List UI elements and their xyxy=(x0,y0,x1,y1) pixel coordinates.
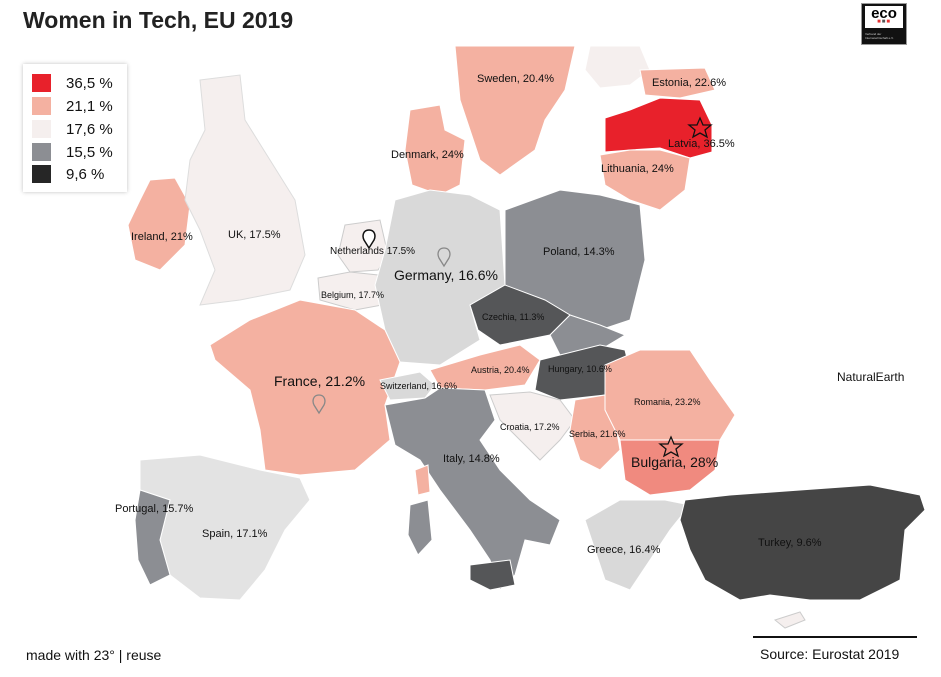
label-lithuania: Lithuania, 24% xyxy=(601,163,674,175)
country-turkey[interactable] xyxy=(679,484,926,601)
legend-swatch xyxy=(32,74,51,92)
legend-label: 36,5 % xyxy=(66,74,113,92)
country-lithuania[interactable] xyxy=(599,149,691,211)
made-with-link[interactable]: made with 23° | reuse xyxy=(26,647,162,663)
label-ireland: Ireland, 21% xyxy=(131,231,193,243)
label-hungary: Hungary, 10.6% xyxy=(548,364,612,374)
label-switzerland: Switzerland, 16.6% xyxy=(380,381,457,391)
country-bulgaria[interactable] xyxy=(619,439,721,496)
footer-divider xyxy=(753,636,917,638)
country-sweden[interactable] xyxy=(454,45,576,176)
legend-item: 36,5 % xyxy=(32,73,113,93)
legend-label: 21,1 % xyxy=(66,97,113,115)
country-netherlands[interactable] xyxy=(337,219,389,273)
country-denmark[interactable] xyxy=(404,104,466,196)
legend-swatch xyxy=(32,97,51,115)
source-credit: Source: Eurostat 2019 xyxy=(760,646,900,662)
label-estonia: Estonia, 22.6% xyxy=(652,77,726,89)
pin-icon-france[interactable] xyxy=(312,394,326,415)
label-portugal: Portugal, 15.7% xyxy=(115,503,193,515)
logo-brand: eco xyxy=(865,6,903,28)
label-denmark: Denmark, 24% xyxy=(391,149,464,161)
country-ireland[interactable] xyxy=(127,177,191,271)
country-uk[interactable] xyxy=(184,74,306,306)
legend-label: 15,5 % xyxy=(66,143,113,161)
label-latvia: Latvia, 36.5% xyxy=(668,138,735,150)
island-sicily xyxy=(469,559,516,591)
label-uk: UK, 17.5% xyxy=(228,229,281,241)
pin-icon-germany[interactable] xyxy=(437,247,451,268)
legend-label: 9,6 % xyxy=(66,165,105,183)
island-corsica xyxy=(414,464,431,496)
country-switzerland[interactable] xyxy=(379,371,436,401)
basemap-credit: NaturalEarth xyxy=(837,370,905,384)
label-turkey: Turkey, 9.6% xyxy=(758,537,822,549)
legend-label: 17,6 % xyxy=(66,120,113,138)
legend-item: 15,5 % xyxy=(32,142,113,162)
country-greece[interactable] xyxy=(584,499,691,591)
country-italy[interactable] xyxy=(384,387,561,591)
label-sweden: Sweden, 20.4% xyxy=(477,73,554,85)
legend-swatch xyxy=(32,165,51,183)
label-czechia: Czechia, 11.3% xyxy=(482,312,544,322)
legend-item: 17,6 % xyxy=(32,119,113,139)
label-italy: Italy, 14.8% xyxy=(443,453,500,465)
label-austria: Austria, 20.4% xyxy=(471,365,530,375)
country-germany[interactable] xyxy=(374,189,506,366)
label-bulgaria: Bulgaria, 28% xyxy=(631,454,718,470)
label-serbia: Serbia, 21.6% xyxy=(569,429,626,439)
legend-item: 21,1 % xyxy=(32,96,113,116)
country-latvia[interactable] xyxy=(604,97,713,159)
pin-icon-netherlands[interactable] xyxy=(362,229,376,250)
legend-swatch xyxy=(32,120,51,138)
country-romania[interactable] xyxy=(604,349,736,441)
logo-subtitle: Verband der Internetwirtschaft e.V. xyxy=(865,32,894,40)
label-croatia: Croatia, 17.2% xyxy=(500,422,560,432)
country-portugal[interactable] xyxy=(134,489,171,586)
label-germany: Germany, 16.6% xyxy=(394,267,498,283)
eco-logo[interactable]: eco ■■■ Verband der Internetwirtschaft e… xyxy=(861,3,907,45)
label-france: France, 21.2% xyxy=(274,373,365,389)
country-croatia[interactable] xyxy=(489,391,576,461)
label-spain: Spain, 17.1% xyxy=(202,528,268,540)
star-icon-bulgaria[interactable] xyxy=(658,435,684,458)
country-finland xyxy=(584,45,651,89)
label-greece: Greece, 16.4% xyxy=(587,544,661,556)
legend: 36,5 % 21,1 % 17,6 % 15,5 % 9,6 % xyxy=(23,64,127,192)
label-poland: Poland, 14.3% xyxy=(543,246,615,258)
island-sardinia xyxy=(407,499,433,556)
label-netherlands: Netherlands 17.5% xyxy=(330,246,415,257)
star-icon-latvia[interactable] xyxy=(687,116,713,139)
logo-dots: ■■■ xyxy=(877,19,891,25)
legend-item: 9,6 % xyxy=(32,164,104,184)
label-belgium: Belgium, 17.7% xyxy=(321,290,384,300)
map-title: Women in Tech, EU 2019 xyxy=(23,7,294,33)
country-france[interactable] xyxy=(209,299,401,476)
island-cyprus xyxy=(773,611,806,629)
legend-swatch xyxy=(32,143,51,161)
country-estonia[interactable] xyxy=(639,67,716,99)
label-romania: Romania, 23.2% xyxy=(634,397,701,407)
